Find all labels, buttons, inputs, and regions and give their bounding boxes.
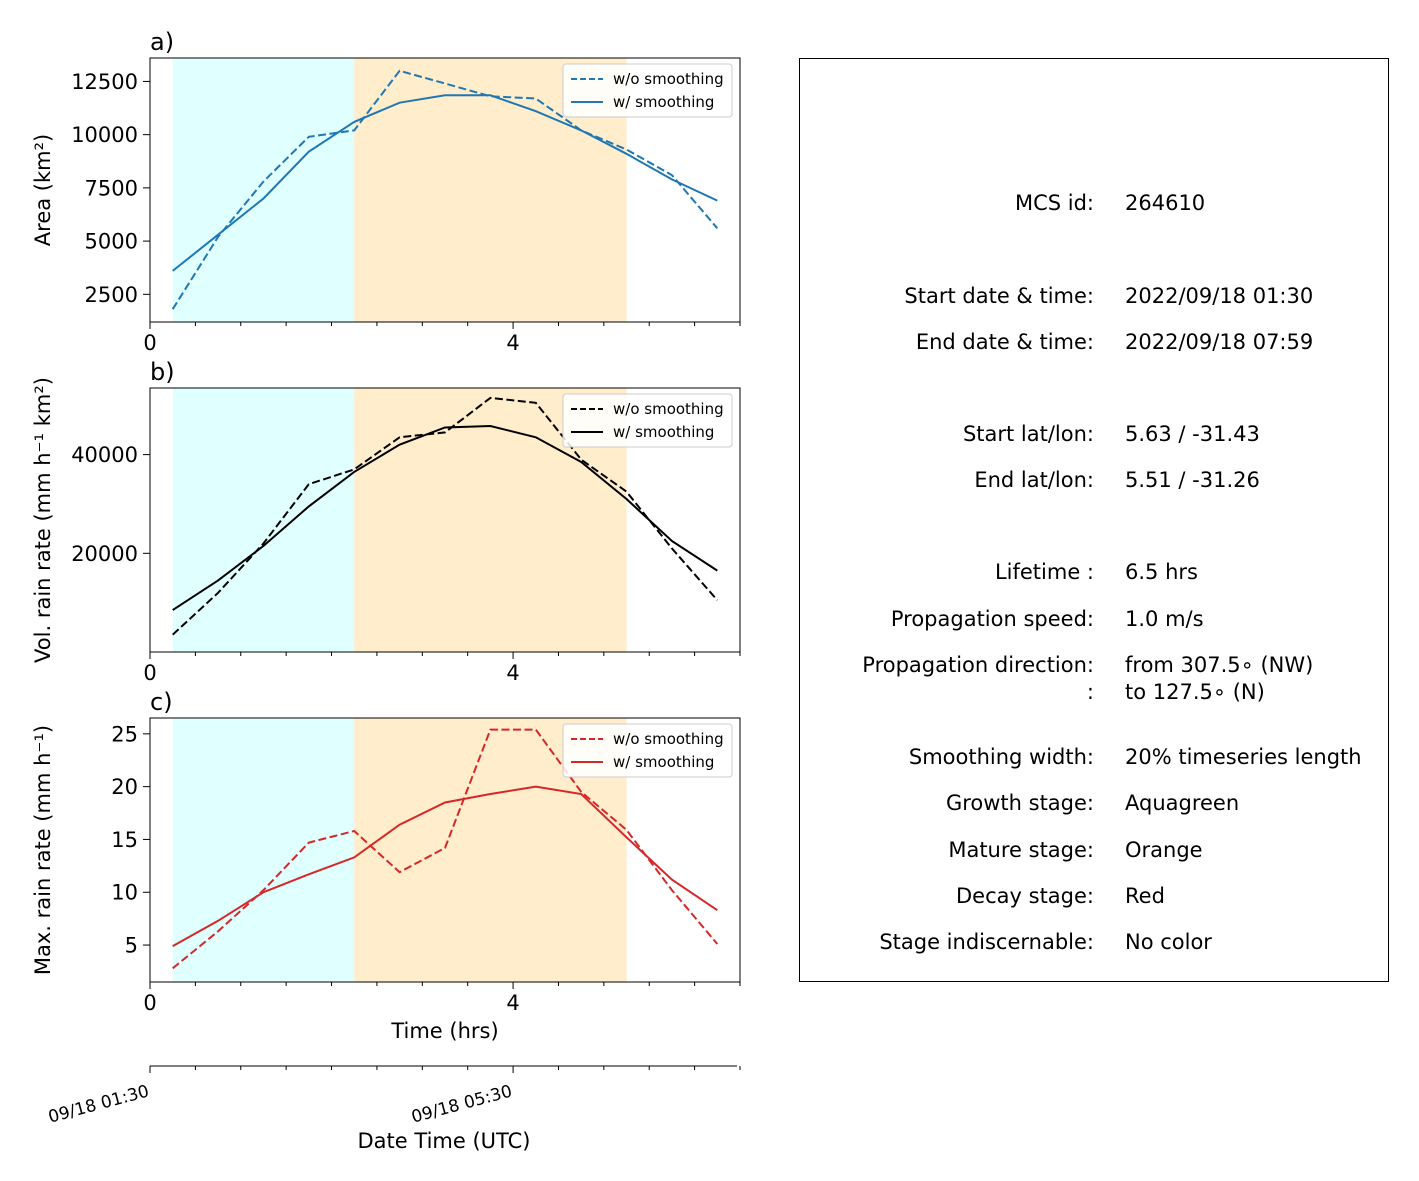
plot-frame: [149, 387, 741, 653]
x-tick-label: 4: [506, 991, 519, 1015]
x-tick-label: 0: [143, 331, 156, 355]
info-label: MCS id:: [1014, 191, 1094, 215]
info-value: Orange: [1125, 838, 1203, 862]
y-tick-label: 20000: [71, 542, 138, 566]
date-tick-label: 09/18 05:30: [409, 1082, 514, 1128]
x-tick-label: 0: [143, 991, 156, 1015]
info-label: Mature stage:: [948, 838, 1094, 862]
info-value: 1.0 m/s: [1125, 607, 1204, 631]
y-tick-label: 15: [111, 828, 138, 852]
y-tick-label: 10000: [71, 123, 138, 147]
y-axis-label: Area (km²): [31, 134, 55, 246]
series-line-smoothed: [172, 785, 718, 947]
info-label: Start lat/lon:: [962, 422, 1094, 446]
y-tick-label: 5000: [85, 230, 138, 254]
info-value: Aquagreen: [1125, 791, 1240, 815]
info-value: 2022/09/18 01:30: [1125, 284, 1314, 308]
y-tick-label: 5: [125, 934, 138, 958]
info-value: from 307.5∘ (NW): [1125, 653, 1314, 677]
panel-label: b): [150, 358, 175, 386]
stage-band-growth: [172, 58, 355, 322]
y-axis-label: Max. rain rate (mm h⁻¹): [31, 725, 55, 975]
info-value: 5.63 / -31.43: [1125, 422, 1260, 446]
stage-band-growth: [172, 388, 355, 652]
legend-label: w/o smoothing: [613, 730, 724, 748]
series-line-raw: [172, 728, 719, 970]
info-label: :: [1086, 680, 1094, 704]
x-tick-label: 4: [506, 661, 519, 685]
series-line-raw: [172, 396, 719, 636]
info-value: to 127.5∘ (N): [1125, 680, 1265, 704]
panel-label: c): [150, 688, 173, 716]
info-value: 20% timeseries length: [1125, 745, 1362, 769]
info-label: Lifetime :: [994, 560, 1094, 584]
legend-label: w/ smoothing: [613, 93, 714, 111]
legend-label: w/o smoothing: [613, 400, 724, 418]
info-label: End date & time:: [915, 330, 1094, 354]
info-value: 2022/09/18 07:59: [1125, 330, 1314, 354]
info-value: 264610: [1125, 191, 1206, 215]
x-tick-label: 4: [506, 331, 519, 355]
info-label: Start date & time:: [904, 284, 1094, 308]
info-value: No color: [1125, 930, 1212, 954]
panel-label: a): [150, 28, 174, 56]
y-tick-label: 25: [111, 722, 138, 746]
y-tick-label: 7500: [85, 176, 138, 200]
series-line-smoothed: [172, 424, 718, 611]
plot-frame: [149, 57, 741, 323]
y-tick-label: 40000: [71, 443, 138, 467]
y-tick-label: 10: [111, 881, 138, 905]
info-label: Stage indiscernable:: [879, 930, 1094, 954]
series-line-smoothed: [172, 94, 718, 272]
x-tick-label: 0: [143, 661, 156, 685]
date-tick-label: 09/18 01:30: [46, 1082, 151, 1128]
info-label: Propagation speed:: [890, 607, 1094, 631]
info-value: Red: [1125, 884, 1165, 908]
legend-box: [562, 63, 733, 118]
y-tick-label: 20: [111, 775, 138, 799]
info-label: Decay stage:: [956, 884, 1094, 908]
legend-label: w/ smoothing: [613, 753, 714, 771]
info-panel: MCS id: 264610 Start date & time: 2022/0…: [799, 58, 1389, 982]
y-tick-label: 12500: [71, 70, 138, 94]
plot-frame: [149, 717, 741, 983]
info-label: Growth stage:: [945, 791, 1094, 815]
legend-label: w/o smoothing: [613, 70, 724, 88]
legend-label: w/ smoothing: [613, 423, 714, 441]
y-axis-label: Vol. rain rate (mm h⁻¹ km²): [31, 377, 55, 663]
info-value: 6.5 hrs: [1125, 560, 1198, 584]
info-label: End lat/lon:: [974, 468, 1094, 492]
info-label: Propagation direction:: [862, 653, 1094, 677]
date-axis-label: Date Time (UTC): [358, 1129, 531, 1153]
info-value: 5.51 / -31.26: [1125, 468, 1260, 492]
chart-panel-3: 0 4 5 10 15 20 25 Max. rain rate (mm h⁻¹) c) w/o …: [31, 688, 741, 1043]
chart-panel-1: 0 4 2500 5000 7500 10000 12500 Area (km²) a) w/o …: [31, 28, 741, 355]
legend-box: [562, 393, 733, 448]
chart-panel-2: 0 4 20000 40000 Vol. rain rate (mm h⁻¹ km²) b…: [31, 358, 741, 685]
series-line-raw: [171, 69, 719, 310]
info-label: Smoothing width:: [908, 745, 1094, 769]
x-axis-label: Time (hrs): [390, 1019, 498, 1043]
legend-box: [562, 723, 733, 778]
y-tick-label: 2500: [85, 283, 138, 307]
stage-band-growth: [172, 718, 355, 982]
